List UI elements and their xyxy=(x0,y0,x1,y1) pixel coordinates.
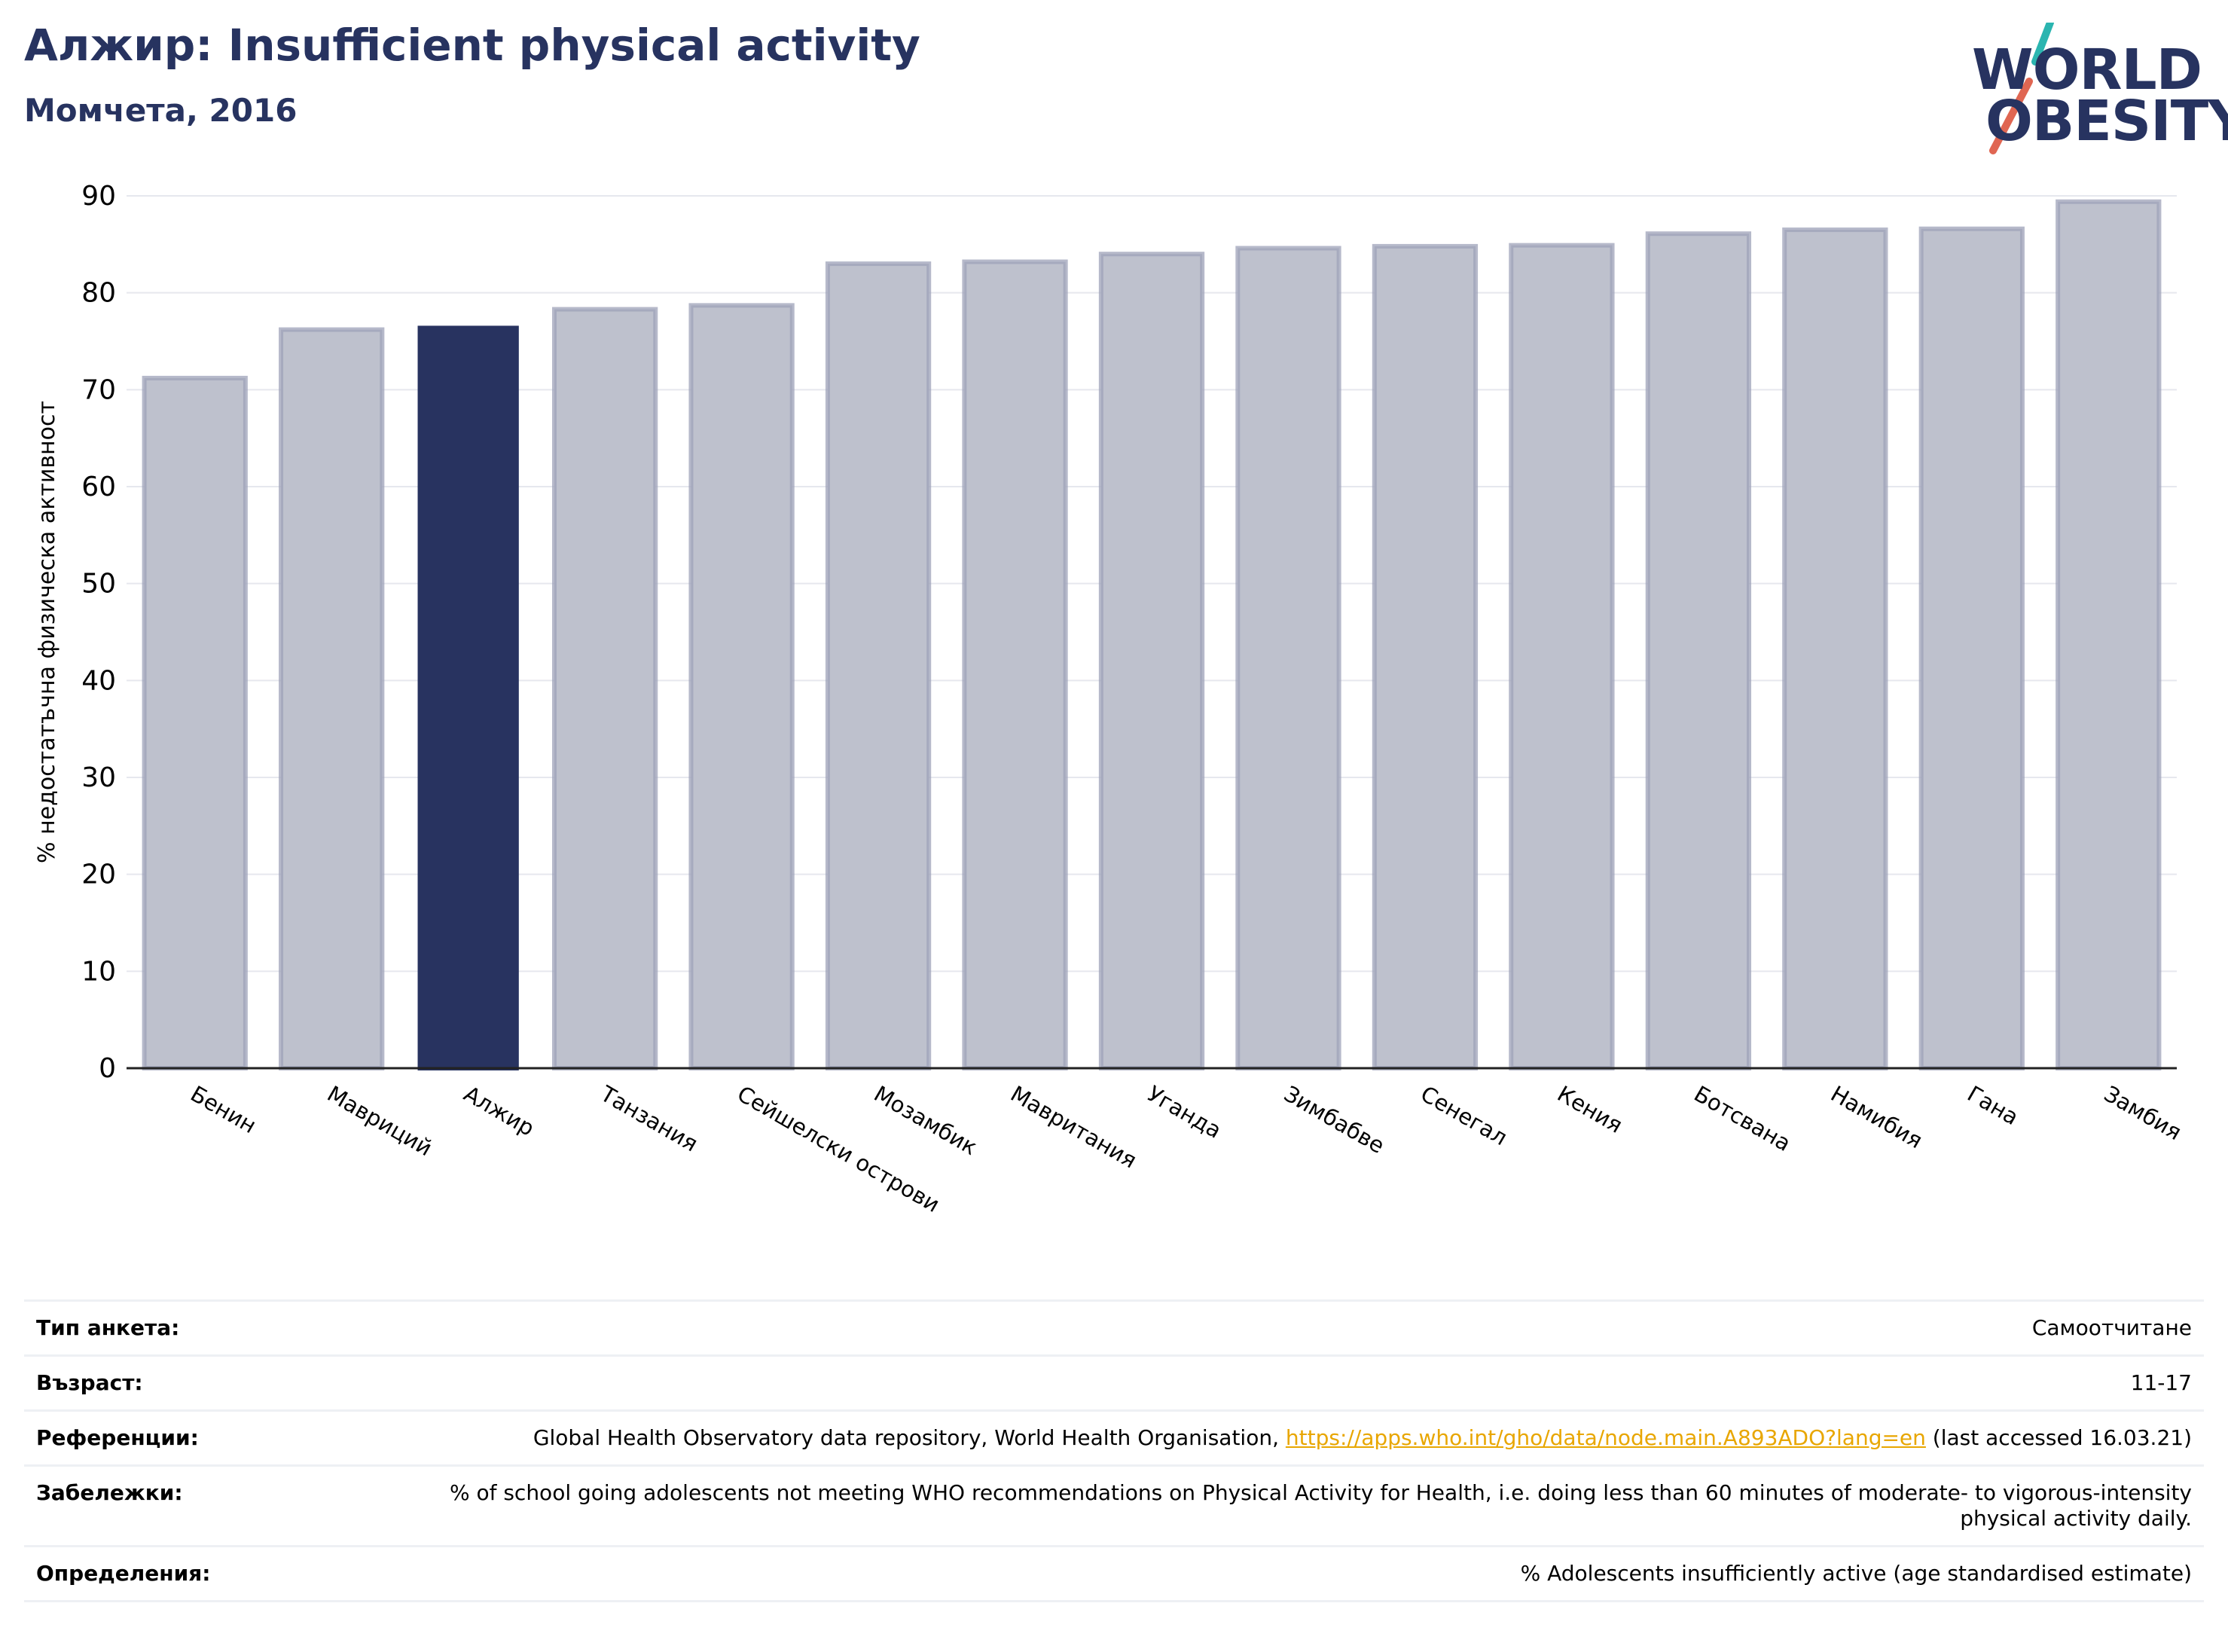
bar xyxy=(417,325,519,1070)
y-tick-label: 40 xyxy=(81,665,116,696)
y-tick-label: 20 xyxy=(81,860,116,890)
references-label: Референции: xyxy=(24,1409,365,1467)
x-tick-label: Намибия xyxy=(1827,1081,1927,1154)
survey-type-value: Самоотчитане xyxy=(365,1299,2204,1357)
info-row-notes: Забележки: % of school going adolescents… xyxy=(24,1464,2204,1547)
bar xyxy=(962,259,1068,1071)
age-label: Възраст: xyxy=(24,1354,365,1412)
y-tick-label: 10 xyxy=(81,956,116,987)
notes-value: % of school going adolescents not meetin… xyxy=(365,1464,2204,1547)
references-accessed: (last accessed 16.03.21) xyxy=(1925,1425,2192,1450)
x-tick-labels: Бенин Мавриций Алжир Танзания Сейшелски остр… xyxy=(186,1080,2186,1217)
bar xyxy=(1098,252,1205,1071)
logo-text-world: WORLD xyxy=(1972,38,2202,102)
y-tick-label: 0 xyxy=(99,1053,116,1084)
info-row-references: Референции: Global Health Observatory da… xyxy=(24,1409,2204,1467)
bar xyxy=(1372,243,1479,1071)
x-tick-label: Уганда xyxy=(1143,1081,1226,1144)
info-row-definitions: Определения: % Adolescents insufficientl… xyxy=(24,1545,2204,1602)
x-tick-label: Гана xyxy=(1963,1081,2023,1131)
bars xyxy=(142,199,2162,1071)
bar-chart: 0 10 20 30 40 50 60 70 80 90 Бенин Мавриций Алжир Та… xyxy=(34,181,2186,1217)
bar xyxy=(1645,231,1752,1070)
bar xyxy=(2056,199,2162,1071)
references-value: Global Health Observatory data repositor… xyxy=(365,1409,2204,1467)
logo-slash-icon xyxy=(1989,23,2054,154)
bar xyxy=(279,327,385,1070)
world-obesity-logo: WORLD OBESITY xyxy=(1966,23,2228,158)
x-tick-label: Замбия xyxy=(2100,1081,2186,1146)
bar xyxy=(142,375,248,1071)
chart-subtitle: Момчета, 2016 xyxy=(24,92,298,129)
bar xyxy=(551,307,658,1071)
age-value: 11-17 xyxy=(365,1354,2204,1412)
y-tick-label: 50 xyxy=(81,569,116,600)
y-tick-label: 60 xyxy=(81,472,116,502)
bar xyxy=(1509,243,1615,1071)
x-tick-label: Сенегал xyxy=(1416,1081,1511,1151)
references-text: Global Health Observatory data repositor… xyxy=(533,1425,1286,1450)
survey-type-label: Тип анкета: xyxy=(24,1299,365,1357)
x-tick-label: Мавриций xyxy=(323,1081,437,1162)
x-tick-label: Ботсвана xyxy=(1689,1081,1795,1156)
y-tick-label: 30 xyxy=(81,762,116,793)
bar xyxy=(1918,226,2025,1070)
x-tick-label: Зимбабве xyxy=(1280,1081,1389,1159)
definitions-label: Определения: xyxy=(24,1545,365,1602)
x-tick-label: Бенин xyxy=(186,1081,261,1139)
bar xyxy=(688,303,795,1071)
notes-label: Забележки: xyxy=(24,1464,365,1547)
y-tick-label: 90 xyxy=(81,181,116,212)
y-axis-label: % недостатъчна физическа активност xyxy=(34,401,60,863)
x-tick-label: Танзания xyxy=(596,1080,703,1156)
definitions-value: % Adolescents insufficiently active (age… xyxy=(365,1545,2204,1602)
x-tick-label: Алжир xyxy=(459,1081,539,1141)
logo-text-obesity: OBESITY xyxy=(1985,89,2228,154)
reference-link[interactable]: https://apps.who.int/gho/data/node.main.… xyxy=(1285,1425,1926,1450)
bar xyxy=(825,261,932,1071)
info-row-survey-type: Тип анкета: Самоотчитане xyxy=(24,1299,2204,1357)
info-row-age: Възраст: 11-17 xyxy=(24,1354,2204,1412)
info-table: Тип анкета: Самоотчитане Възраст: 11-17 … xyxy=(24,1299,2204,1602)
chart-title: Алжир: Insufficient physical activity xyxy=(24,20,920,71)
bar xyxy=(1782,227,1888,1071)
x-tick-label: Мозамбик xyxy=(870,1081,982,1160)
y-tick-label: 80 xyxy=(81,278,116,309)
y-tick-labels: 0 10 20 30 40 50 60 70 80 90 xyxy=(81,181,116,1084)
x-tick-label: Мавритания xyxy=(1006,1081,1141,1174)
x-tick-label: Кения xyxy=(1553,1081,1627,1138)
bar xyxy=(1235,246,1341,1071)
y-tick-label: 70 xyxy=(81,374,116,405)
